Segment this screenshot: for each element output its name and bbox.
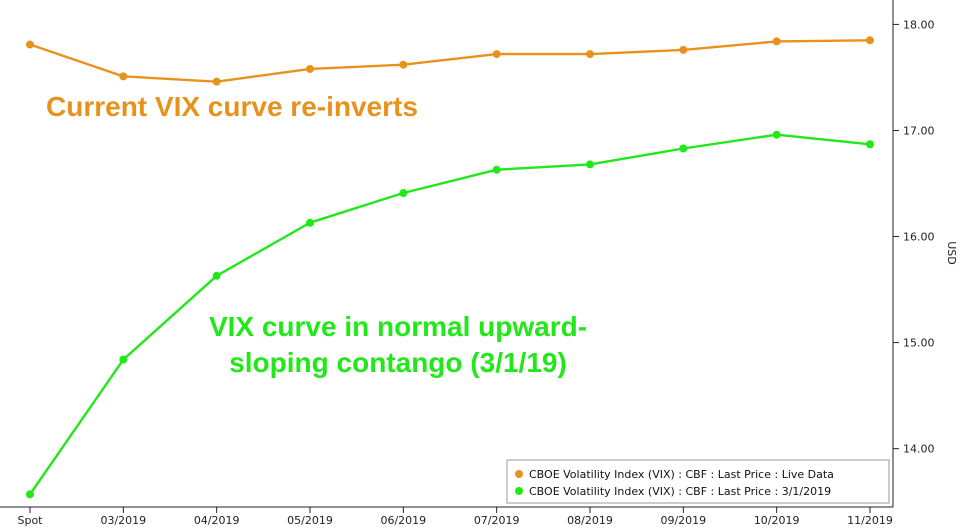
x-tick-label: 08/2019 — [567, 514, 613, 527]
x-tick-label: Spot — [17, 514, 43, 527]
series-layer — [26, 36, 874, 499]
data-point — [212, 77, 221, 86]
data-point — [306, 64, 314, 73]
series-line-1 — [29, 133, 871, 495]
x-tick-label: 06/2019 — [380, 514, 426, 527]
data-point — [772, 37, 781, 46]
data-point — [866, 36, 874, 45]
data-point — [26, 40, 34, 49]
x-tick-label: 04/2019 — [194, 514, 240, 527]
y-tick-label: 15.00 — [903, 337, 935, 350]
legend: CBOE Volatility Index (VIX) : CBF : Last… — [506, 459, 890, 504]
data-point — [679, 45, 688, 54]
legend-marker-historical — [515, 487, 523, 495]
data-point — [679, 144, 688, 153]
data-point — [586, 160, 594, 169]
y-tick-label: 14.00 — [903, 443, 935, 456]
data-point — [119, 355, 128, 364]
x-tick-label: 07/2019 — [474, 514, 520, 527]
x-tick-label: 05/2019 — [287, 514, 333, 527]
series-line-0 — [29, 39, 871, 83]
y-tick-label: 17.00 — [903, 124, 935, 137]
data-point — [492, 50, 501, 59]
data-point — [399, 189, 408, 198]
legend-box — [506, 459, 890, 504]
x-tick-label: 10/2019 — [754, 514, 800, 527]
data-point — [306, 218, 314, 227]
legend-marker-live — [515, 470, 523, 478]
x-tick-label: 03/2019 — [100, 514, 146, 527]
data-point — [212, 271, 221, 280]
y-tick-label: 18.00 — [903, 18, 935, 31]
data-point — [866, 140, 874, 149]
data-point — [586, 50, 594, 59]
legend-entry-live: CBOE Volatility Index (VIX) : CBF : Last… — [529, 468, 834, 481]
data-point — [119, 72, 128, 81]
data-point — [26, 490, 34, 499]
annotation-layer: Current VIX curve re-inverts VIX curve i… — [46, 91, 587, 378]
annotation-green-line2: sloping contango (3/1/19) — [229, 347, 567, 378]
y-axis-title: USD — [945, 241, 958, 265]
y-tick-label: 16.00 — [903, 231, 935, 244]
data-point — [772, 130, 781, 139]
legend-entry-historical: CBOE Volatility Index (VIX) : CBF : Last… — [529, 485, 831, 498]
annotation-orange: Current VIX curve re-inverts — [46, 91, 418, 122]
data-point — [399, 60, 408, 69]
x-tick-label: 09/2019 — [660, 514, 706, 527]
annotation-green-line1: VIX curve in normal upward- — [209, 311, 587, 342]
data-point — [492, 165, 501, 174]
x-tick-label: 11/2019 — [847, 514, 893, 527]
